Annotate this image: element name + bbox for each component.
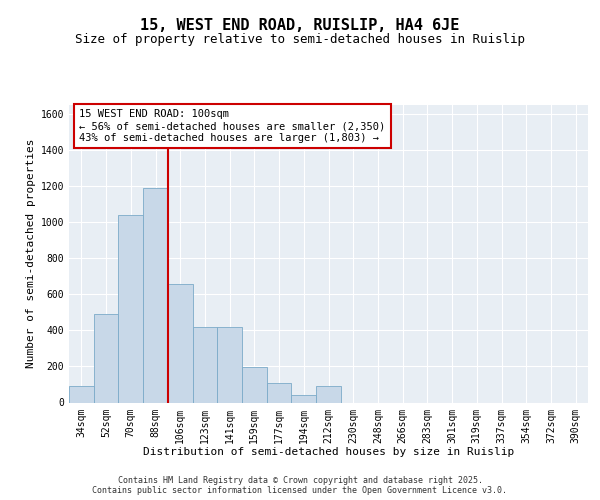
Text: 15, WEST END ROAD, RUISLIP, HA4 6JE: 15, WEST END ROAD, RUISLIP, HA4 6JE — [140, 18, 460, 32]
Text: 15 WEST END ROAD: 100sqm
← 56% of semi-detached houses are smaller (2,350)
43% o: 15 WEST END ROAD: 100sqm ← 56% of semi-d… — [79, 110, 386, 142]
Bar — [242, 368, 267, 402]
Bar — [292, 396, 316, 402]
Bar — [316, 386, 341, 402]
Bar — [69, 386, 94, 402]
X-axis label: Distribution of semi-detached houses by size in Ruislip: Distribution of semi-detached houses by … — [143, 447, 514, 457]
Bar — [118, 215, 143, 402]
Bar — [94, 314, 118, 402]
Bar — [193, 327, 217, 402]
Y-axis label: Number of semi-detached properties: Number of semi-detached properties — [26, 139, 37, 368]
Bar — [217, 327, 242, 402]
Text: Size of property relative to semi-detached houses in Ruislip: Size of property relative to semi-detach… — [75, 32, 525, 46]
Bar — [168, 284, 193, 403]
Bar — [267, 382, 292, 402]
Bar — [143, 188, 168, 402]
Text: Contains HM Land Registry data © Crown copyright and database right 2025.
Contai: Contains HM Land Registry data © Crown c… — [92, 476, 508, 495]
